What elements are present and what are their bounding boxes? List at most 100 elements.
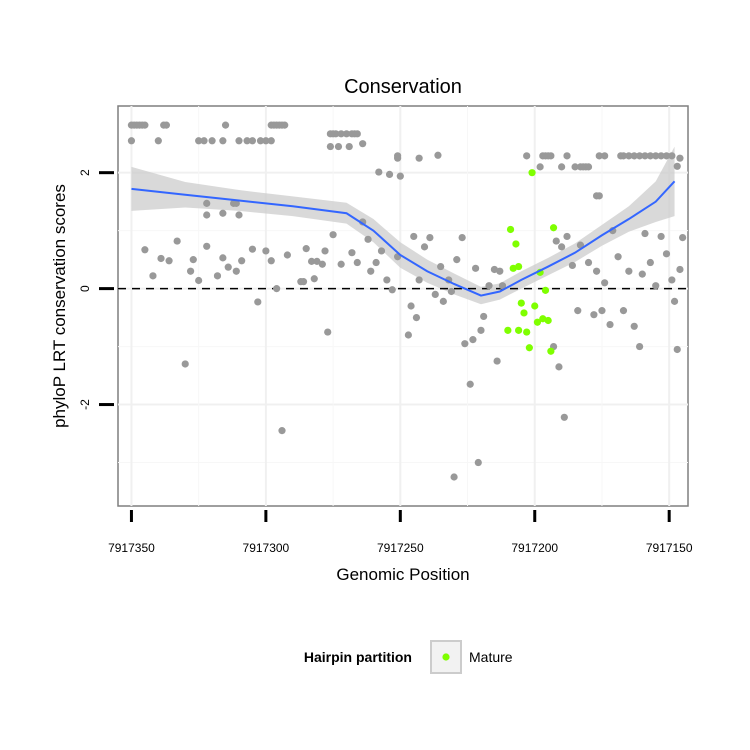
data-point — [203, 242, 211, 250]
data-point — [630, 152, 638, 160]
data-point — [248, 137, 257, 145]
mature-point — [515, 326, 523, 334]
data-point — [461, 340, 469, 348]
legend: Hairpin partition Mature — [304, 640, 513, 674]
data-point — [415, 276, 423, 284]
data-point — [321, 247, 329, 255]
data-point — [641, 229, 649, 238]
data-point — [248, 245, 257, 253]
data-point — [307, 257, 316, 265]
mature-point — [531, 302, 539, 310]
data-point — [466, 380, 474, 388]
data-point — [558, 243, 566, 251]
data-point — [154, 137, 162, 145]
mature-point — [520, 309, 528, 317]
data-point — [595, 152, 603, 160]
data-point — [563, 232, 571, 241]
data-point — [195, 276, 203, 285]
data-point — [450, 473, 458, 481]
data-point — [388, 286, 396, 294]
data-point — [278, 427, 286, 435]
data-point — [458, 233, 466, 242]
data-point — [558, 163, 566, 171]
data-point — [410, 232, 418, 241]
data-point — [641, 152, 649, 160]
data-point — [453, 256, 461, 264]
data-point — [337, 130, 345, 138]
data-point — [262, 247, 270, 255]
data-point — [619, 152, 628, 160]
data-point — [625, 152, 633, 160]
data-point — [313, 257, 321, 265]
data-point — [359, 140, 367, 148]
data-point — [498, 282, 507, 290]
data-point — [601, 152, 609, 160]
data-point — [447, 287, 455, 296]
data-point — [165, 257, 173, 265]
data-point — [195, 137, 203, 145]
data-point — [668, 152, 676, 160]
data-point — [474, 458, 482, 467]
data-point — [149, 272, 157, 280]
data-point — [337, 260, 345, 268]
data-point — [590, 311, 598, 319]
data-point — [189, 256, 197, 264]
mature-point — [515, 262, 523, 271]
mature-point — [547, 347, 555, 355]
data-point — [364, 235, 372, 243]
data-point — [652, 282, 660, 290]
data-point — [281, 121, 289, 129]
data-point — [412, 313, 421, 322]
data-point — [584, 163, 593, 171]
data-point — [256, 137, 265, 145]
mature-point — [512, 240, 520, 248]
data-point — [552, 237, 560, 245]
x-tick-label: 7917350 — [108, 541, 155, 555]
data-point — [668, 276, 676, 284]
data-point — [345, 142, 353, 151]
data-point — [141, 121, 149, 129]
y-axis: -2 0 2 — [78, 169, 114, 410]
data-point — [536, 163, 544, 171]
legend-title: Hairpin partition — [304, 649, 412, 665]
y-tick-label: -2 — [78, 399, 92, 410]
mature-point — [544, 316, 552, 325]
data-point — [141, 246, 149, 254]
data-point — [601, 279, 609, 287]
data-point — [262, 137, 270, 145]
plot-panel — [117, 105, 689, 507]
data-point — [342, 130, 351, 138]
data-point — [383, 276, 391, 284]
data-point — [267, 257, 275, 265]
data-point — [670, 297, 679, 305]
data-point — [439, 297, 447, 305]
data-point — [173, 237, 181, 245]
mature-point — [533, 318, 542, 326]
data-point — [625, 267, 633, 275]
data-point — [614, 253, 622, 261]
data-point — [676, 265, 684, 274]
data-point — [267, 137, 275, 145]
data-point — [385, 170, 394, 179]
data-point — [595, 192, 603, 200]
data-point — [471, 264, 480, 272]
data-point — [431, 290, 439, 299]
data-point — [415, 154, 423, 162]
x-tick-label: 7917150 — [646, 541, 693, 555]
data-point — [584, 258, 593, 267]
data-point — [404, 331, 412, 339]
data-point — [662, 152, 671, 160]
data-point — [302, 245, 310, 253]
data-point — [496, 267, 504, 275]
data-point — [329, 231, 337, 239]
data-point — [574, 307, 582, 315]
data-point — [299, 278, 308, 286]
data-point — [377, 247, 386, 255]
data-point — [396, 172, 404, 180]
data-point — [283, 251, 291, 259]
data-point — [127, 137, 136, 145]
data-point — [662, 250, 671, 258]
data-point — [646, 152, 654, 160]
data-point — [571, 163, 579, 171]
x-axis-label: Genomic Position — [336, 565, 469, 584]
